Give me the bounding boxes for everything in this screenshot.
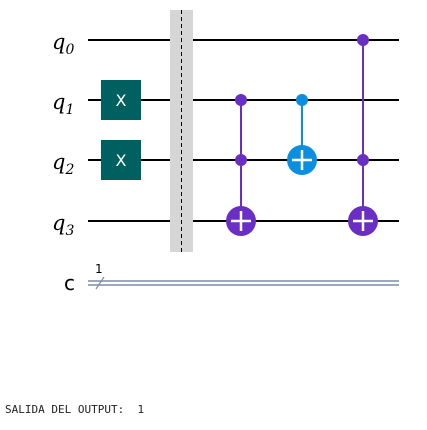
classical-register-label: c <box>64 271 75 295</box>
cx-gate <box>287 94 317 175</box>
qubit-label-q3: q3 <box>52 211 74 239</box>
ccx-gate-2 <box>348 34 378 236</box>
output-value: 1 <box>137 403 145 416</box>
x-gate-q1: X <box>101 80 141 120</box>
target-plus-icon <box>287 145 317 175</box>
control-dot-q2 <box>357 154 369 166</box>
qubit-label-q2: q2 <box>52 150 74 178</box>
target-plus-icon <box>348 206 378 236</box>
ccx-gate-1 <box>226 94 256 236</box>
classical-wire <box>88 276 399 290</box>
qubit-labels: q0 q1 q2 q3 <box>52 30 74 239</box>
barrier <box>170 10 193 252</box>
control-dot-q0 <box>357 34 369 46</box>
x-gate-q2: X <box>101 140 141 180</box>
svg-text:X: X <box>116 151 127 170</box>
qubit-label-q0: q0 <box>52 30 74 58</box>
qubit-wires <box>88 39 399 222</box>
classical-register-size: 1 <box>95 262 103 276</box>
svg-text:X: X <box>116 91 127 110</box>
target-plus-icon <box>226 206 256 236</box>
quantum-circuit: q0 q1 q2 q3 c 1 X X <box>52 10 399 295</box>
control-dot-q1 <box>235 94 247 106</box>
classical-bundle-slash <box>95 276 105 290</box>
output-line: SALIDA DEL OUTPUT: 1 <box>5 403 144 416</box>
output-label: SALIDA DEL OUTPUT: <box>5 403 125 416</box>
control-dot-q2 <box>235 154 247 166</box>
control-dot-q1 <box>296 94 308 106</box>
qubit-label-q1: q1 <box>52 90 74 118</box>
